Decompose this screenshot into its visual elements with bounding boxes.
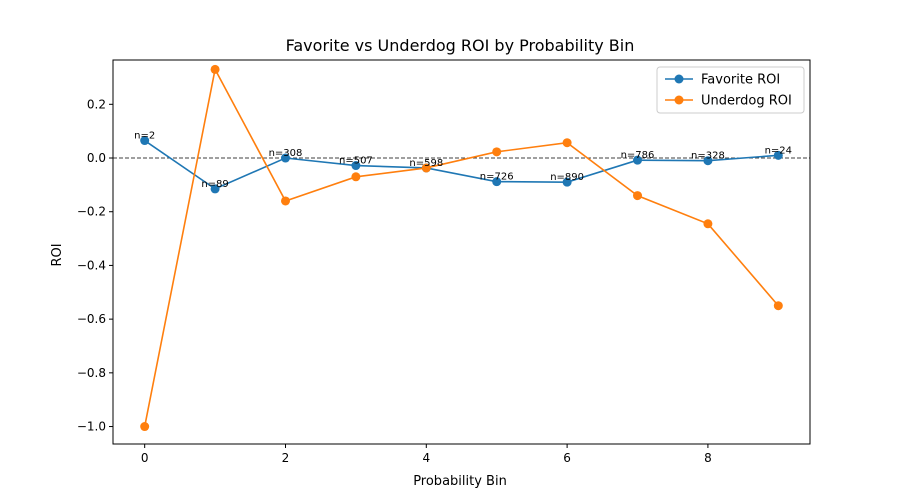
x-tick-label: 2 (282, 451, 290, 465)
legend-swatch-marker (674, 74, 684, 84)
y-tick-label: −0.4 (77, 258, 106, 272)
data-point-1 (351, 172, 361, 182)
legend-swatch-marker (674, 95, 684, 105)
data-point-1 (140, 422, 150, 432)
sample-size-annotation: n=726 (480, 172, 514, 183)
data-point-1 (210, 64, 220, 74)
sample-size-annotation: n=24 (765, 145, 792, 156)
y-tick-label: −1.0 (77, 420, 106, 434)
x-tick-label: 0 (141, 451, 149, 465)
axes-frame (112, 59, 811, 445)
data-point-0 (773, 150, 783, 160)
data-point-1 (280, 196, 290, 206)
y-tick-label: 0.0 (87, 151, 106, 165)
y-tick-label: 0.2 (87, 97, 106, 111)
sample-size-annotation: n=2 (134, 131, 155, 142)
data-point-1 (492, 147, 502, 157)
data-point-0 (562, 177, 572, 187)
plot-area: 0 2 4 6 8 0.2 0.0 −0.2 −0.4 −0.6 −0.8 −1.0 n=2 n=89 n=… (77, 59, 811, 465)
data-point-0 (140, 136, 150, 146)
data-point-0 (351, 161, 361, 171)
legend-frame (656, 66, 805, 114)
y-axis-label: ROI (50, 243, 65, 266)
data-point-0 (210, 184, 220, 194)
data-point-1 (633, 191, 643, 201)
sample-size-annotation: n=89 (201, 179, 228, 190)
data-point-0 (703, 156, 713, 166)
series-line-1 (143, 67, 779, 427)
data-point-0 (633, 155, 643, 165)
data-point-1 (703, 219, 713, 229)
legend-label: Favorite ROI (701, 73, 780, 88)
data-point-1 (421, 163, 431, 173)
sample-size-annotation: n=786 (621, 150, 655, 161)
series-line-0 (144, 139, 779, 190)
x-tick-label: 8 (704, 451, 712, 465)
data-point-1 (773, 301, 783, 311)
y-tick-label: −0.2 (77, 205, 106, 219)
y-tick-label: −0.8 (77, 366, 106, 380)
sample-size-annotation: n=598 (409, 158, 443, 169)
sample-size-annotation: n=308 (269, 148, 303, 159)
x-tick-label: 6 (563, 451, 571, 465)
legend: Favorite ROI Underdog ROI (656, 66, 805, 114)
data-point-0 (280, 153, 290, 163)
data-point-0 (492, 177, 502, 187)
y-tick-label: −0.6 (77, 312, 106, 326)
sample-size-annotation: n=507 (339, 156, 373, 167)
data-point-1 (562, 138, 572, 148)
x-axis-label: Probability Bin (413, 474, 507, 489)
x-tick-label: 4 (422, 451, 430, 465)
sample-size-annotation: n=890 (550, 172, 584, 183)
legend-label: Underdog ROI (701, 94, 792, 109)
chart-title: Favorite vs Underdog ROI by Probability … (286, 36, 635, 55)
sample-size-annotation: n=328 (691, 151, 725, 162)
